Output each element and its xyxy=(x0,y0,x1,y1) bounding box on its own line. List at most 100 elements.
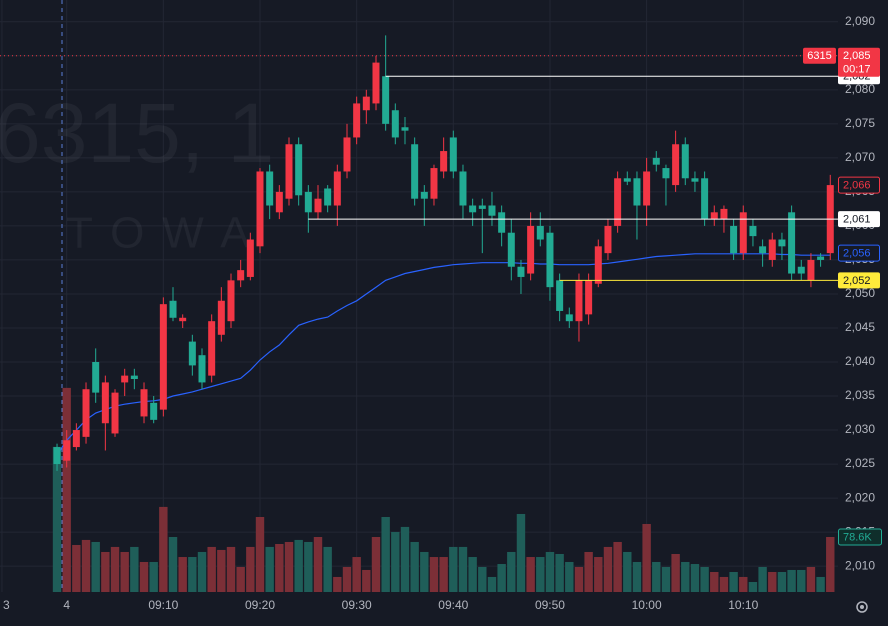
candle-body xyxy=(797,266,805,274)
candle-body xyxy=(420,191,428,199)
candle-body xyxy=(111,392,119,434)
x-tick-label: 3 xyxy=(3,598,10,612)
symbol-tag-label: 6315 xyxy=(807,50,831,62)
volume-bar xyxy=(52,446,62,592)
candle-body xyxy=(72,430,80,448)
volume-bar xyxy=(275,543,284,592)
volume-bar xyxy=(681,561,690,592)
x-tick-label: 09:30 xyxy=(342,598,372,612)
volume-bar xyxy=(323,546,332,592)
candle-body xyxy=(556,280,564,311)
candle-body xyxy=(749,225,757,237)
y-tick-label: 2,040 xyxy=(845,354,875,368)
candle-body xyxy=(546,232,554,288)
volume-bar xyxy=(777,571,787,592)
candle-body xyxy=(672,144,680,186)
last-price-label: 2,085 xyxy=(843,50,871,62)
volume-bar xyxy=(690,564,700,592)
volume-bar xyxy=(342,566,352,592)
candle-body xyxy=(324,188,332,206)
volume-bar xyxy=(574,566,584,592)
volume-bar xyxy=(217,549,226,592)
candle-body xyxy=(604,225,612,254)
candle-body xyxy=(237,270,245,281)
candle-body xyxy=(478,205,486,209)
candle-body xyxy=(701,178,709,220)
volume-bar xyxy=(468,557,477,592)
volume-bar xyxy=(159,506,168,592)
price-tag xyxy=(838,244,880,262)
level-tag xyxy=(838,211,880,228)
candle-body xyxy=(440,151,448,172)
candle-body xyxy=(179,317,187,322)
y-tick-label: 2,030 xyxy=(845,422,875,436)
candle-body xyxy=(652,157,660,165)
volume-bar xyxy=(333,576,342,592)
volume-bar xyxy=(188,557,197,592)
candle-body xyxy=(353,103,361,138)
candle-body xyxy=(594,246,602,284)
volume-bar xyxy=(120,551,129,592)
volume-bar xyxy=(739,576,748,592)
candle-body xyxy=(159,304,167,410)
candle-body xyxy=(488,205,496,216)
volume-bar xyxy=(545,551,555,592)
candle-body xyxy=(585,280,593,315)
settings-gear[interactable] xyxy=(856,601,868,613)
last-price-tag xyxy=(838,47,880,77)
candle-body xyxy=(739,212,747,254)
y-tick-label: 2,025 xyxy=(845,456,875,470)
volume-bar xyxy=(304,541,313,592)
candle-body xyxy=(507,232,515,267)
candle-body xyxy=(217,300,225,335)
candle-body xyxy=(633,178,641,206)
volume-bar xyxy=(478,566,487,592)
candle-body xyxy=(643,171,651,206)
time-axis xyxy=(0,592,888,626)
candle-body xyxy=(720,208,728,220)
volume-bar xyxy=(81,539,91,592)
volume-bar xyxy=(487,576,497,592)
x-tick-label: 09:10 xyxy=(148,598,178,612)
volume-bar xyxy=(255,516,265,592)
candle-body xyxy=(430,168,438,199)
volume-bar xyxy=(149,561,158,592)
volume-bar xyxy=(139,561,149,592)
settings-hub[interactable] xyxy=(860,605,864,609)
volume-bar xyxy=(284,541,294,592)
volume-bar xyxy=(536,557,545,592)
candle-body xyxy=(730,225,738,254)
volume-bar xyxy=(652,561,661,592)
candle-body xyxy=(759,246,767,254)
candle-body xyxy=(536,225,544,240)
volume-bar xyxy=(62,387,71,592)
countdown-label: 00:17 xyxy=(843,64,871,76)
volume-bar xyxy=(236,566,245,592)
x-tick-label: 09:50 xyxy=(535,598,565,612)
watermark-name: TOWA xyxy=(66,209,268,258)
volume-bar xyxy=(826,536,835,592)
volume-bar xyxy=(507,551,516,592)
candle-body xyxy=(681,144,689,179)
candle-body xyxy=(391,110,399,138)
volume-bar xyxy=(768,571,777,592)
candle-body xyxy=(517,266,525,277)
candle-body xyxy=(275,191,283,213)
candle-body xyxy=(121,375,129,383)
candle-body xyxy=(614,178,622,226)
volume-bar xyxy=(787,569,796,592)
volume-bar xyxy=(623,551,632,592)
candle-body xyxy=(82,389,90,437)
candle-body xyxy=(662,168,670,179)
settings-icon[interactable] xyxy=(856,601,868,613)
volume-tag-label: 78.6K xyxy=(843,531,872,543)
watermark-symbol: 6315, 1 xyxy=(0,86,274,180)
candle-body xyxy=(411,144,419,199)
candle-body xyxy=(314,198,322,213)
volume-bar xyxy=(816,576,825,592)
volume-bar xyxy=(429,557,439,592)
volume-bar xyxy=(806,566,816,592)
candle-body xyxy=(469,205,477,213)
candle-body xyxy=(188,341,196,366)
